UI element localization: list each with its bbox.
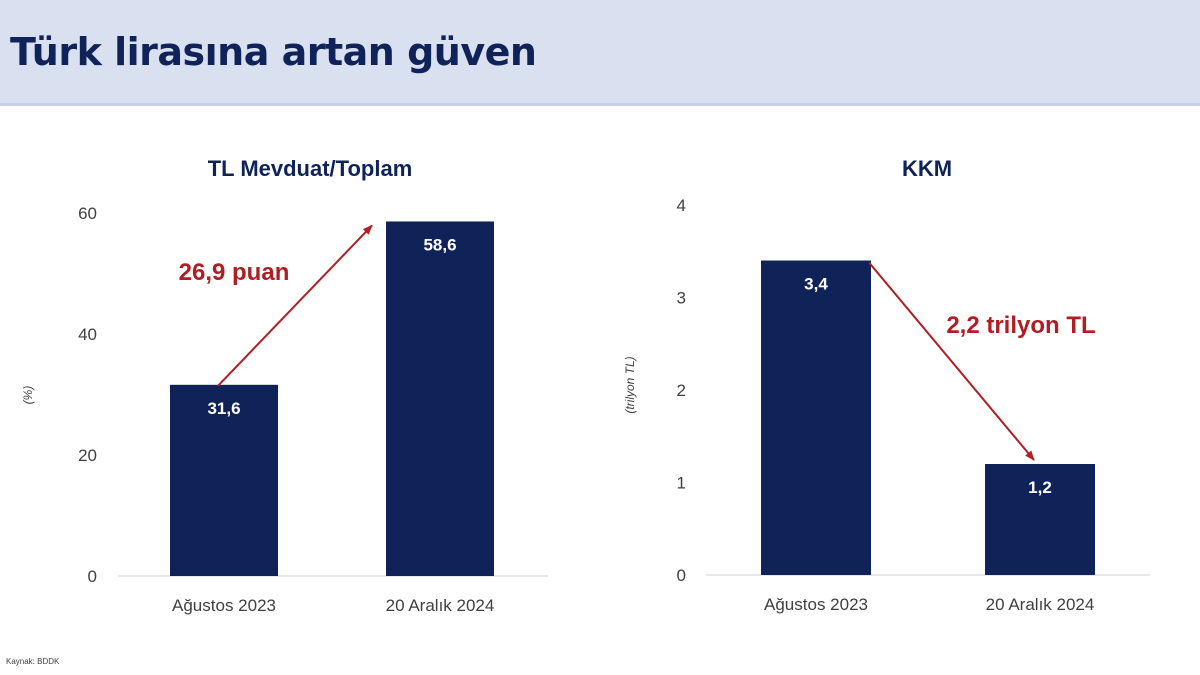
y-axis-label: (trilyon TL) [623,356,637,413]
y-tick-label: 4 [677,196,686,215]
annotation-label: 26,9 puan [179,259,290,286]
chart-title: KKM [902,156,952,181]
annotation-arrow [868,261,1035,461]
source-note: Kaynak: BDDK [6,657,60,666]
y-tick-label: 40 [78,325,97,344]
category-label: Ağustos 2023 [172,596,276,615]
category-label: 20 Aralık 2024 [386,596,495,615]
bar-data-label: 1,2 [1028,478,1052,497]
annotation-label: 2,2 trilyon TL [946,312,1095,339]
bar [386,221,494,576]
chart-title: TL Mevduat/Toplam [208,156,413,181]
y-tick-label: 60 [78,204,97,223]
bar-data-label: 58,6 [423,235,456,254]
y-tick-label: 20 [78,446,97,465]
category-label: Ağustos 2023 [764,595,868,614]
bar-data-label: 3,4 [804,275,828,294]
bar [761,260,871,575]
category-label: 20 Aralık 2024 [986,595,1095,614]
y-tick-label: 2 [677,381,686,400]
y-tick-label: 1 [677,474,686,493]
y-axis-label: (%) [21,386,35,405]
y-tick-label: 0 [677,566,686,585]
bar [170,384,278,576]
y-tick-label: 3 [677,289,686,308]
bar-data-label: 31,6 [207,399,240,418]
y-tick-label: 0 [88,567,97,586]
bar [985,464,1095,575]
page-title: Türk lirasına artan güven [10,30,537,74]
title-banner: Türk lirasına artan güven [0,0,1200,106]
annotation-arrow [217,224,373,387]
